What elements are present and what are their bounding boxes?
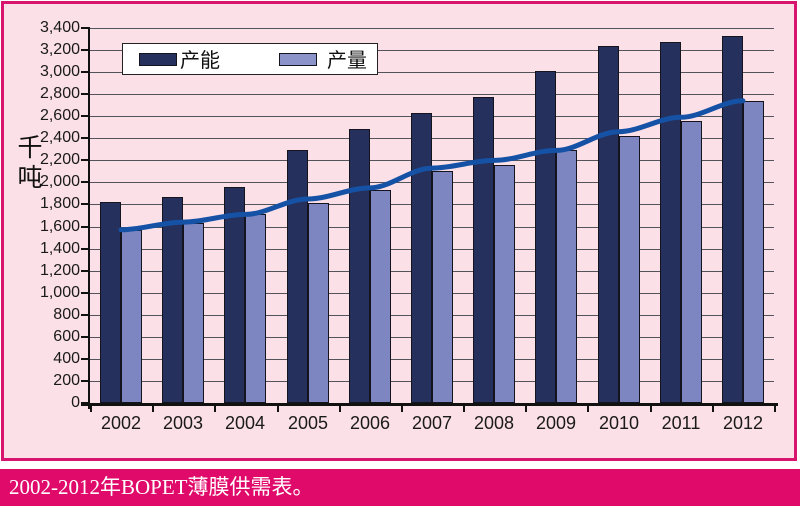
y-tick [81,93,90,95]
bar-output-2005 [308,203,329,403]
y-tick [81,181,90,183]
bar-capacity-2006 [349,129,370,403]
y-tick-label: 1,600 [39,218,80,235]
chart-panel: 0 200 400 600 800 1,000 1,200 1,400 1,600 1,800 2,… [1,1,797,461]
x-tick [90,403,92,412]
y-tick [81,71,90,73]
y-tick-label: 800 [53,306,80,323]
y-tick [81,115,90,117]
bar-capacity-2002 [100,202,121,403]
caption-text: 2002-2012年BOPET薄膜供需表。 [9,475,314,499]
x-tick [401,403,403,412]
bar-output-2012 [743,101,764,403]
y-tick [81,248,90,250]
y-tick-label: 2,400 [39,129,80,146]
x-tick [463,403,465,412]
y-tick-label: 400 [53,350,80,367]
x-tick [525,403,527,412]
y-tick-label: 200 [53,372,80,389]
y-tick [81,270,90,272]
x-tick-label-2012: 2012 [722,413,764,433]
bar-output-2007 [432,171,453,403]
x-tick [339,403,341,412]
y-tick [81,358,90,360]
y-axis-title: 千吨 [17,135,43,192]
x-tick-label-2007: 2007 [411,413,453,433]
y-tick [81,380,90,382]
y-tick-label: 1,800 [39,195,80,212]
y-tick [81,27,90,29]
bar-capacity-2010 [598,46,619,403]
x-axis [81,403,778,406]
bar-output-2009 [556,150,577,403]
y-tick [81,292,90,294]
x-tick-label-2003: 2003 [162,413,204,433]
bar-capacity-2003 [162,197,183,403]
y-tick [81,137,90,139]
y-tick [81,49,90,51]
bar-output-2004 [245,214,266,403]
gridline [90,72,774,73]
x-tick-label-2011: 2011 [661,413,701,433]
x-tick-label-2005: 2005 [287,413,329,433]
y-tick-label: 0 [71,394,80,411]
y-tick-label: 1,400 [39,240,80,257]
y-tick-label: 2,600 [39,107,80,124]
x-tick-label-2010: 2010 [598,413,640,433]
x-tick [277,403,279,412]
y-tick-label: 2,200 [39,151,80,168]
caption-bar: 2002-2012年BOPET薄膜供需表。 [0,469,800,506]
bar-capacity-2012 [722,36,743,403]
x-tick-label-2006: 2006 [349,413,391,433]
x-tick-label-2008: 2008 [473,413,515,433]
y-tick-label: 1,000 [39,284,80,301]
bar-output-2008 [494,165,515,403]
bar-capacity-2005 [287,150,308,403]
y-tick-label: 600 [53,328,80,345]
x-tick-label-2009: 2009 [535,413,577,433]
legend-swatch-output [279,52,317,66]
bar-output-2010 [619,136,640,403]
legend-label-capacity: 产能 [180,49,220,72]
bar-capacity-2008 [473,97,494,403]
bar-capacity-2007 [411,113,432,403]
y-tick-label: 3,000 [39,63,80,80]
x-tick-label-2004: 2004 [224,413,266,433]
y-tick-label: 1,200 [39,262,80,279]
x-tick [152,403,154,412]
x-tick [650,403,652,412]
bar-capacity-2004 [224,187,245,403]
y-tick [81,159,90,161]
y-tick-label: 2,800 [39,85,80,102]
bar-output-2006 [370,190,391,403]
y-tick-label: 3,400 [39,19,80,36]
x-tick [774,403,776,412]
bar-output-2011 [681,121,702,403]
y-tick [81,226,90,228]
y-tick [81,336,90,338]
gridline [90,28,774,29]
legend-swatch-capacity [139,52,177,66]
y-tick-label: 3,200 [39,41,80,58]
bar-capacity-2009 [535,71,556,403]
x-tick [712,403,714,412]
bar-output-2003 [183,223,204,403]
gridline [90,94,774,95]
y-axis [88,28,90,409]
plot-area: 0 200 400 600 800 1,000 1,200 1,400 1,600 1,800 2,… [4,4,794,458]
gridline [90,50,774,51]
y-tick [81,203,90,205]
bar-capacity-2011 [660,42,681,403]
y-tick-label: 2,000 [39,173,80,190]
x-tick-label-2002: 2002 [100,413,142,433]
y-tick [81,314,90,316]
x-tick [214,403,216,412]
legend-label-output: 产量 [327,49,367,72]
legend: 产能 产量 [122,43,378,75]
x-tick [587,403,589,412]
bar-output-2002 [121,230,142,403]
